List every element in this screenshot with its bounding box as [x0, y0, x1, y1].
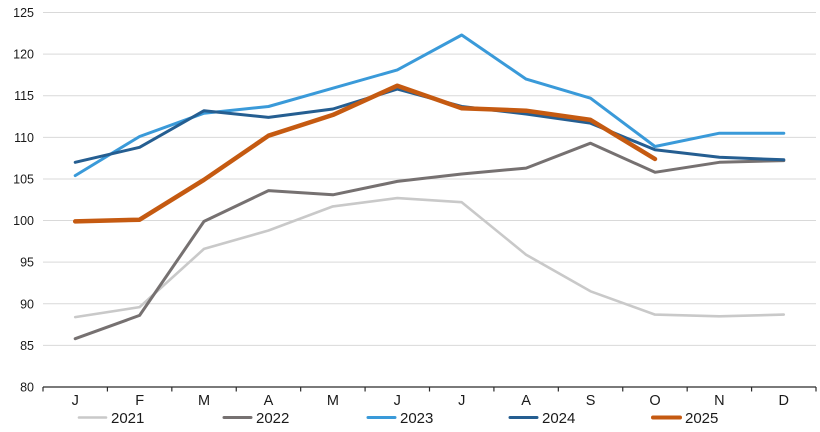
x-axis-label: N — [714, 393, 724, 409]
legend-label-2022: 2022 — [256, 410, 289, 427]
legend-label-2024: 2024 — [542, 410, 575, 427]
x-axis-label: J — [72, 393, 79, 409]
series-line-2025 — [72, 83, 658, 224]
series-line-2023 — [73, 33, 786, 178]
y-axis-label: 85 — [20, 339, 34, 353]
y-axis-label: 105 — [13, 172, 34, 186]
y-axis-label: 110 — [14, 131, 34, 145]
x-axis-label: F — [135, 393, 144, 409]
legend-item-2022: 2022 — [222, 410, 289, 427]
legend-label-2025: 2025 — [685, 410, 718, 427]
legend-item-2021: 2021 — [77, 410, 144, 427]
legend-label-2021: 2021 — [111, 410, 144, 427]
x-axis-label: O — [649, 393, 660, 409]
legend-item-2025: 2025 — [651, 410, 718, 427]
legend-item-2024: 2024 — [508, 410, 575, 427]
y-axis-label: 90 — [20, 297, 34, 311]
y-axis-label: 125 — [13, 6, 34, 20]
series-line-2021 — [73, 196, 786, 319]
legend-item-2023: 2023 — [366, 410, 433, 427]
y-axis-label: 115 — [14, 89, 34, 103]
x-axis-label: S — [586, 393, 596, 409]
legend-label-2023: 2023 — [400, 410, 433, 427]
y-axis-label: 100 — [13, 214, 34, 228]
x-axis-label: J — [458, 393, 465, 409]
y-axis-label: 80 — [20, 381, 34, 395]
y-axis-label: 95 — [20, 256, 34, 270]
x-axis-label: M — [327, 393, 339, 409]
x-axis-label: D — [779, 393, 789, 409]
x-axis-label: J — [394, 393, 401, 409]
x-axis-label: A — [264, 393, 274, 409]
x-axis-label: A — [521, 393, 531, 409]
series-line-2024 — [73, 87, 786, 164]
x-axis-label: M — [198, 393, 210, 409]
series-line-2022 — [73, 141, 786, 341]
y-axis-label: 120 — [13, 48, 34, 62]
